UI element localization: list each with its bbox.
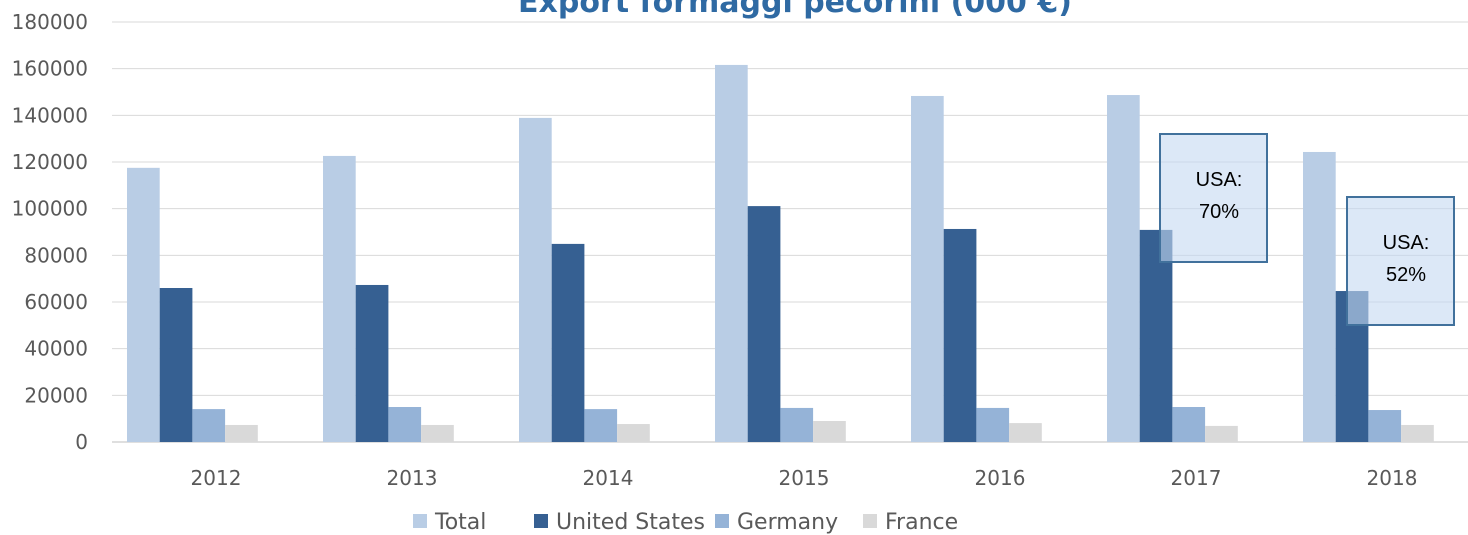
annotation-box — [1159, 133, 1268, 263]
legend-swatch — [715, 514, 729, 528]
bar — [584, 409, 618, 442]
y-tick-label: 160000 — [12, 57, 88, 81]
legend-label: Germany — [737, 510, 838, 535]
bar — [747, 206, 781, 442]
x-tick-label: 2016 — [975, 466, 1026, 490]
bar — [421, 424, 454, 442]
x-tick-label: 2017 — [1171, 466, 1222, 490]
bar — [192, 409, 226, 442]
chart-title: Export formaggi pecorini (000 €) — [518, 0, 1072, 20]
annotation-box — [1346, 196, 1455, 326]
legend-swatch — [863, 514, 877, 528]
bar — [127, 167, 160, 443]
y-tick-label: 120000 — [12, 150, 88, 174]
legend-label: Total — [434, 510, 486, 535]
bar — [1139, 229, 1173, 442]
y-tick-label: 140000 — [12, 103, 88, 127]
bar — [323, 155, 356, 442]
bar — [355, 284, 389, 442]
bar — [388, 407, 422, 442]
bar — [159, 288, 193, 442]
bar — [1205, 425, 1238, 442]
bar — [813, 421, 846, 442]
annotation-text: 52% — [1386, 264, 1426, 286]
bar — [1368, 410, 1402, 442]
y-tick-label: 100000 — [12, 197, 88, 221]
bar — [715, 64, 748, 442]
x-tick-label: 2012 — [191, 466, 242, 490]
x-tick-label: 2015 — [779, 466, 830, 490]
bar — [551, 243, 585, 442]
annotation-text: USA: — [1196, 169, 1243, 191]
x-tick-label: 2018 — [1367, 466, 1418, 490]
y-tick-label: 20000 — [24, 383, 88, 407]
bar — [976, 407, 1010, 442]
legend-label: United States — [556, 510, 705, 535]
y-tick-label: 0 — [75, 430, 88, 454]
bar — [1401, 424, 1434, 442]
bar — [1172, 407, 1206, 442]
x-tick-label: 2014 — [583, 466, 634, 490]
annotation-text: 70% — [1199, 201, 1239, 223]
legend-swatch — [413, 514, 427, 528]
legend-label: France — [885, 510, 958, 535]
y-tick-label: 80000 — [24, 243, 88, 267]
bar — [1303, 151, 1336, 442]
x-tick-label: 2013 — [387, 466, 438, 490]
legend-swatch — [534, 514, 548, 528]
y-tick-label: 180000 — [12, 10, 88, 34]
bar — [1009, 423, 1042, 442]
y-tick-label: 40000 — [24, 337, 88, 361]
bar — [225, 424, 258, 442]
bar — [617, 424, 650, 442]
annotation-text: USA: — [1383, 232, 1430, 254]
bar — [911, 95, 944, 442]
bar — [1107, 95, 1140, 443]
y-tick-label: 60000 — [24, 290, 88, 314]
bar — [780, 407, 814, 442]
bar — [519, 117, 552, 443]
bar — [943, 228, 977, 442]
